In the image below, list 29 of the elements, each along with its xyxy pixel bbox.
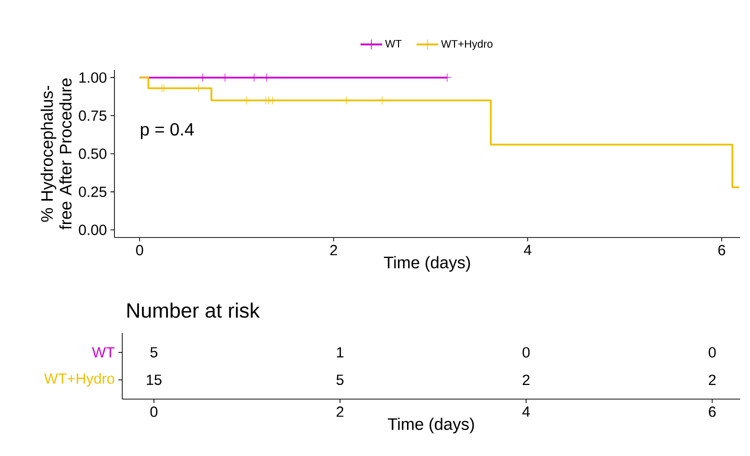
chart-title: Number at risk	[127, 302, 260, 318]
y-tick-label: WT+Hydro	[44, 372, 114, 387]
data-label: 5	[150, 347, 158, 358]
y-tick-label: 0.50	[78, 148, 106, 159]
x-tick-label: 0	[150, 406, 158, 417]
data-label: 0	[522, 346, 530, 358]
y-tick-label: 1.00	[79, 72, 106, 83]
x-axis-title: Time (days)	[388, 418, 474, 434]
y-tick-label: 0.25	[78, 186, 106, 197]
data-label: 2	[708, 374, 716, 385]
data-label: 2	[522, 374, 530, 385]
x-tick-label: 4	[524, 244, 532, 255]
x-axis-title: Time (days)	[384, 256, 470, 272]
x-tick-label: 2	[336, 406, 344, 417]
x-tick-label: 2	[330, 244, 338, 256]
y-tick-label: 0.75	[78, 110, 106, 121]
y-tick-label: 0.00	[78, 224, 106, 235]
data-label: 0	[708, 346, 716, 358]
legend-label: WT	[385, 40, 402, 48]
data-label: 1	[337, 347, 344, 358]
x-tick-label: 6	[708, 406, 716, 417]
data-label: 5	[336, 374, 344, 385]
x-tick-label: 6	[718, 244, 726, 256]
y-axis-title: % Hydrocephalus-free After Procedure	[40, 78, 72, 230]
x-tick-label: 4	[522, 406, 530, 417]
legend-label: WT+Hydro	[441, 40, 492, 50]
data-label: 15	[146, 374, 162, 385]
annotation: p = 0.4	[140, 122, 194, 139]
x-tick-label: 0	[136, 244, 144, 256]
